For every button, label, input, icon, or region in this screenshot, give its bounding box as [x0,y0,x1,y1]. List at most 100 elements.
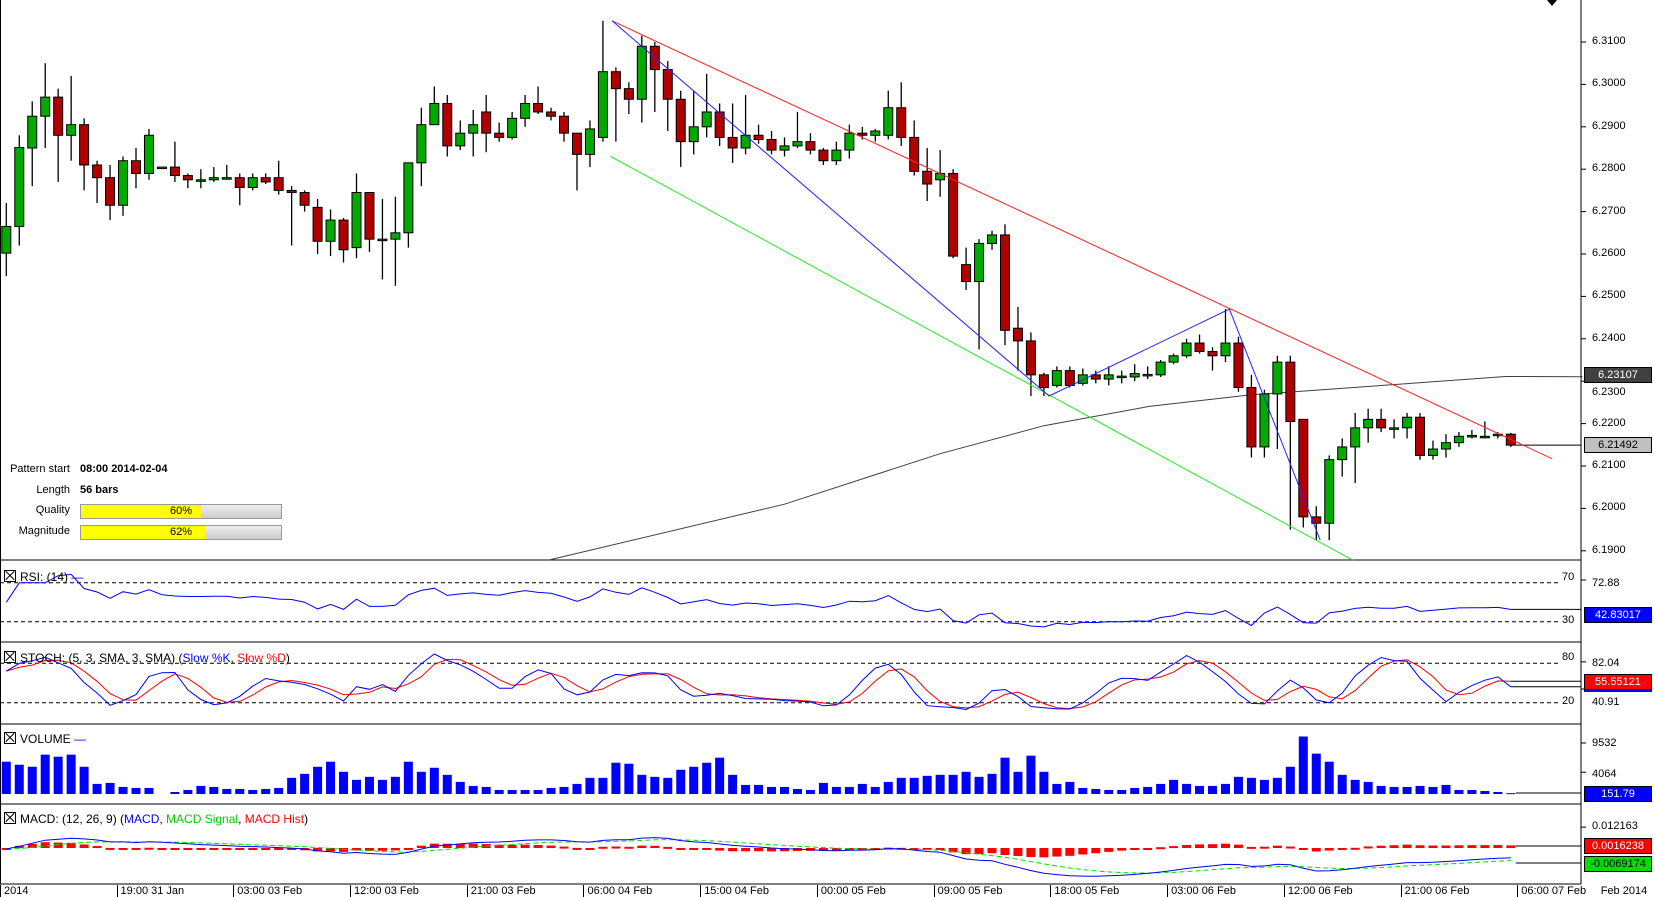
volume-bar [728,774,738,794]
macd-hist-bar [1169,846,1179,849]
volume-bar [1182,783,1192,794]
macd-hist-bar [1091,848,1101,854]
volume-panel-header: VOLUME — [4,732,86,746]
candle-body [1492,433,1503,437]
candle-body [1129,373,1140,378]
volume-bar [987,773,997,794]
stoch-panel-header: STOCH: (5, 3, SMA, 3, SMA) (Slow %K, Slo… [4,651,290,665]
macd-hist-bar [40,842,50,848]
macd-hist-bar [546,845,556,848]
candle-body [1415,416,1426,456]
candle-body [351,192,362,249]
macd-hist-bar [222,848,232,850]
macd-hist-bar [274,848,284,850]
close-box-icon[interactable] [4,732,16,744]
time-tick-label: 06:00 07 Feb [1517,885,1586,897]
volume-bar [1506,793,1516,795]
macd-hist-bar [157,848,167,850]
stoch-current-value: 55.55121 [1584,674,1652,692]
candle-body [1350,427,1361,448]
macd-hist-bar [1311,848,1321,852]
candle-body [182,175,193,181]
macd-hist-current-value: 0.0016238 [1584,838,1652,854]
volume-bar [1285,766,1295,794]
candle-body [221,177,232,180]
volume-bar [1259,779,1269,794]
macd-hist-bar [105,847,115,850]
macd-hist-bar [818,848,828,851]
candle-body [688,126,699,143]
volume-bar [1195,785,1205,794]
volume-bar [390,776,400,794]
separator: , [159,812,167,826]
macd-hist-bar [520,844,530,848]
macd-hist-bar [1389,845,1399,848]
candle-body [1246,387,1257,448]
candle-body [234,177,245,188]
volume-bar [1000,757,1010,794]
stoch-d-legend: Slow %D [237,651,286,665]
macd-hist-bar [1350,847,1360,850]
macd-hist-bar [416,845,426,848]
rsi-line [5,573,1511,628]
time-tick-label: 09:00 05 Feb [933,885,1002,897]
dropdown-arrow-icon[interactable] [1547,0,1557,6]
candle-body [792,141,803,147]
macd-hist-bar [935,848,945,851]
volume-bar [520,789,530,794]
volume-axis-tick: 4064 [1592,768,1617,780]
macd-hist-bar [1480,845,1490,848]
macd-hist-bar [1065,848,1075,856]
volume-bar [844,786,854,794]
price-tick-label: 6.2900 [1592,119,1626,132]
volume-bar [196,785,206,794]
volume-bar [326,761,336,794]
candle-body [442,102,453,147]
volume-bar [857,783,867,794]
macd-hist-bar [287,848,297,850]
candle-body [948,172,959,257]
candle-body [364,192,375,240]
candle-body [1337,446,1348,461]
volume-bar [533,789,543,794]
macd-hist-bar [351,848,361,851]
candle-body [1025,340,1036,376]
candle-body [481,111,492,134]
volume-bar [131,787,141,794]
volume-bar [1324,761,1334,794]
volume-bar [92,783,102,794]
price-tick-label: 6.2400 [1592,331,1626,344]
candle-body [1012,327,1023,342]
macd-hist-legend: MACD Hist [244,812,305,826]
volume-bar [144,787,154,794]
candle-body [520,102,531,119]
candle-body [14,147,25,227]
volume-bar [313,766,323,794]
volume-bar [1065,781,1075,794]
candle-body [610,71,621,90]
volume-bar [364,776,374,794]
time-tick-label: 21:00 03 Feb [466,885,536,897]
macd-hist-bar [987,848,997,854]
candle-body [1038,374,1049,389]
macd-hist-bar [196,848,206,850]
price-tick-label: 6.2500 [1592,289,1626,302]
candle-body [1363,418,1374,429]
close-box-icon[interactable] [4,651,16,663]
volume-bar [780,786,789,794]
volume-bar [754,784,764,794]
price-tick-label: 6.2700 [1592,204,1626,217]
volume-bar [572,783,582,794]
volume-bar [351,779,361,794]
volume-bar [53,756,63,794]
macd-hist-bar [1233,844,1243,848]
candle-body [143,134,154,174]
macd-hist-bar [66,842,76,848]
candle-body [546,111,557,117]
candle-body [818,149,829,162]
volume-bar [79,766,89,794]
close-box-icon[interactable] [4,570,16,582]
magnitude-label: Magnitude [18,525,70,537]
close-box-icon[interactable] [4,812,16,824]
volume-bar [922,775,932,794]
